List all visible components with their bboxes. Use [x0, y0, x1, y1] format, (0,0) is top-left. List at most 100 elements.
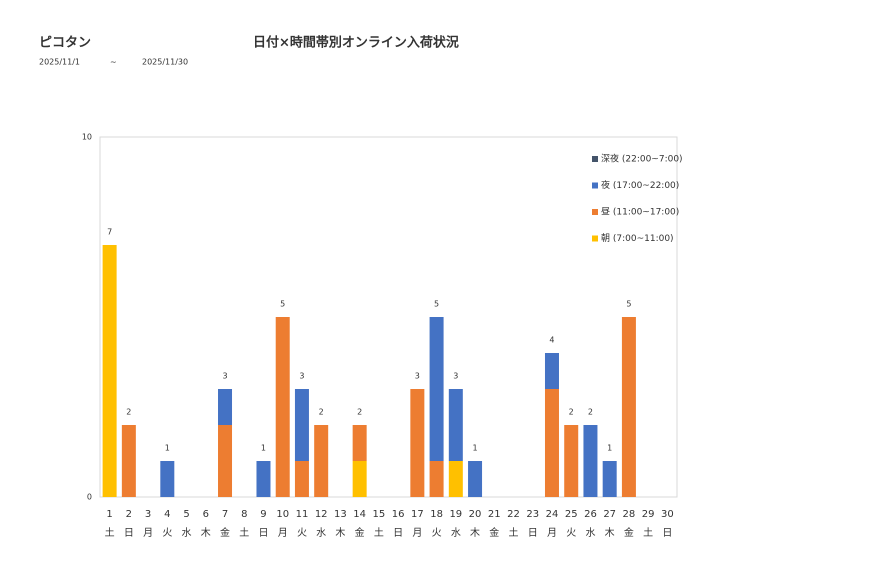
- x-tick-label: 18: [430, 509, 443, 520]
- x-weekday-label: 月: [143, 527, 153, 539]
- x-weekday-label: 水: [182, 527, 192, 539]
- bar-segment: [602, 461, 617, 497]
- bar-segment: [160, 461, 175, 497]
- total-label: 2: [319, 408, 324, 417]
- bar-segment: [218, 389, 233, 425]
- plot-frame: [99, 136, 678, 498]
- total-label: 3: [415, 372, 420, 381]
- x-tick-label: 26: [584, 509, 597, 520]
- x-weekday-label: 木: [605, 527, 615, 539]
- bar-segment: [544, 353, 559, 389]
- bar-segment: [352, 461, 367, 497]
- bar-segment: [410, 389, 425, 497]
- bar-segment: [275, 317, 290, 497]
- x-tick-label: 10: [276, 509, 289, 520]
- x-tick-label: 28: [623, 509, 636, 520]
- x-weekday-label: 月: [547, 527, 557, 539]
- x-tick-label: 16: [392, 509, 405, 520]
- bar-segment: [448, 461, 463, 497]
- bar-segment: [294, 461, 309, 497]
- legend-label: 深夜 (22:00~7:00): [601, 153, 683, 165]
- x-tick-label: 3: [145, 509, 151, 520]
- x-weekday-label: 金: [624, 526, 634, 539]
- bar-segment: [544, 389, 559, 497]
- x-tick-label: 25: [565, 509, 578, 520]
- total-label: 3: [222, 372, 227, 381]
- x-weekday-label: 金: [220, 526, 230, 539]
- y-tick-label: 10: [82, 133, 92, 142]
- bar-segment: [294, 389, 309, 461]
- x-weekday-label: 木: [470, 527, 480, 539]
- x-weekday-label: 土: [509, 526, 519, 539]
- total-label: 5: [626, 300, 631, 309]
- legend-swatch: [592, 182, 598, 189]
- x-weekday-label: 火: [566, 527, 576, 539]
- x-tick-label: 12: [315, 509, 328, 520]
- store-name: ピコタン: [39, 36, 91, 51]
- legend-swatch: [592, 209, 598, 215]
- x-tick-label: 4: [164, 509, 170, 520]
- x-tick-label: 21: [488, 509, 501, 520]
- total-label: 2: [569, 408, 574, 417]
- x-weekday-label: 金: [489, 526, 499, 539]
- x-tick-label: 29: [642, 509, 655, 520]
- x-weekday-label: 火: [162, 527, 172, 539]
- legend-label: 夜 (17:00~22:00): [601, 179, 679, 191]
- x-weekday-label: 金: [355, 526, 365, 539]
- total-label: 2: [126, 408, 131, 417]
- x-weekday-label: 木: [335, 527, 345, 539]
- bar-segment: [314, 425, 329, 497]
- x-tick-label: 11: [296, 509, 309, 520]
- x-tick-label: 17: [411, 509, 424, 520]
- x-tick-label: 24: [546, 509, 559, 520]
- date-from: 2025/11/1: [39, 58, 80, 67]
- x-tick-label: 8: [241, 509, 247, 520]
- bar-segment: [256, 461, 271, 497]
- x-tick-label: 7: [222, 509, 228, 520]
- y-tick-label: 0: [87, 493, 92, 502]
- x-weekday-label: 日: [662, 528, 672, 539]
- bar-segment: [468, 461, 483, 497]
- x-tick-label: 2: [126, 509, 132, 520]
- x-tick-label: 6: [203, 509, 209, 520]
- total-label: 1: [261, 444, 266, 453]
- x-weekday-label: 水: [585, 527, 595, 539]
- x-tick-label: 20: [469, 509, 482, 520]
- legend-label: 朝 (7:00~11:00): [601, 233, 674, 244]
- bar-segment: [621, 317, 636, 497]
- x-tick-label: 13: [334, 509, 347, 520]
- x-weekday-label: 土: [105, 526, 115, 539]
- bar-segment: [429, 317, 444, 461]
- x-weekday-label: 水: [451, 527, 461, 539]
- x-weekday-label: 火: [297, 527, 307, 539]
- x-weekday-label: 木: [201, 527, 211, 539]
- x-weekday-label: 日: [124, 528, 134, 539]
- x-tick-label: 19: [449, 509, 462, 520]
- legend-swatch: [592, 156, 598, 162]
- x-weekday-label: 月: [278, 527, 288, 539]
- bar-segment: [564, 425, 579, 497]
- bar-segment: [102, 245, 117, 497]
- total-label: 3: [453, 372, 458, 381]
- total-label: 5: [280, 300, 285, 309]
- bar-segment: [121, 425, 136, 497]
- legend-swatch: [592, 235, 598, 242]
- chart-title: 日付×時間帯別オンライン入荷状況: [253, 35, 459, 51]
- x-tick-label: 9: [260, 509, 266, 520]
- x-weekday-label: 土: [239, 526, 249, 539]
- x-tick-label: 30: [661, 509, 674, 520]
- total-label: 3: [299, 372, 304, 381]
- bar-segment: [448, 389, 463, 461]
- total-label: 1: [607, 444, 612, 453]
- total-label: 5: [434, 300, 439, 309]
- bar-segment: [429, 461, 444, 497]
- x-weekday-label: 土: [374, 526, 384, 539]
- x-weekday-label: 土: [643, 526, 653, 539]
- x-tick-label: 15: [373, 509, 386, 520]
- total-label: 7: [107, 228, 112, 237]
- bar-segment: [583, 425, 598, 497]
- date-to: 2025/11/30: [142, 58, 188, 67]
- legend-label: 昼 (11:00~17:00): [601, 207, 679, 218]
- x-tick-label: 22: [507, 509, 520, 520]
